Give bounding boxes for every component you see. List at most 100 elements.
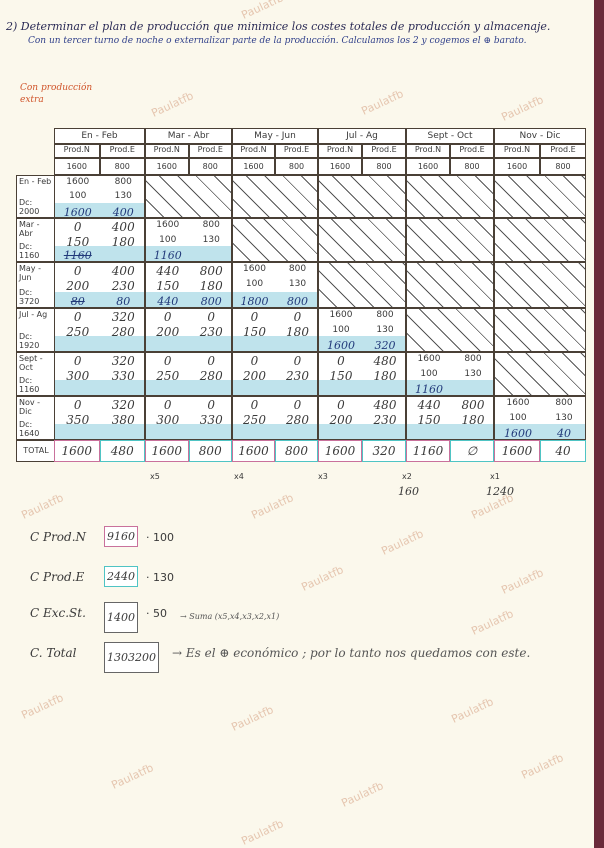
multiplier: x1 bbox=[490, 472, 500, 481]
cell-value-e: 320 bbox=[374, 339, 396, 353]
cell-value-n: 100 bbox=[332, 324, 350, 335]
table-cell: 1600 100 1600 800 130 400 bbox=[54, 175, 145, 219]
cell-value-e: 800 bbox=[202, 220, 220, 230]
cell-value-n: 100 bbox=[159, 234, 177, 245]
cell-value-n: 150 bbox=[417, 412, 441, 427]
row-demand: Dc: 1640 bbox=[19, 420, 40, 438]
cell-value-n: 0 bbox=[337, 354, 345, 368]
result-band bbox=[55, 424, 144, 439]
row-period: En - Feb bbox=[19, 177, 52, 186]
prod-e-header: Prod.E bbox=[450, 144, 494, 158]
table-cell: 0 200 0 230 bbox=[145, 308, 232, 352]
result-band bbox=[146, 336, 231, 351]
cell-value-e: 280 bbox=[111, 324, 135, 339]
cell-value-e: 280 bbox=[199, 368, 223, 383]
cell-value-n: 1800 bbox=[240, 294, 269, 308]
capacity-n: 1600 bbox=[54, 158, 100, 175]
cost-value-box: 1400 bbox=[104, 602, 138, 633]
capacity-e: 800 bbox=[188, 158, 232, 175]
cell-value-e: 280 bbox=[286, 412, 309, 427]
cell-value-n: 1600 bbox=[63, 205, 92, 219]
multiplier: x2 bbox=[402, 472, 412, 481]
result-band bbox=[55, 336, 144, 351]
column-period-header: En - Feb bbox=[54, 128, 145, 144]
cell-value-e: 40 bbox=[557, 427, 571, 441]
cell-value-n: 100 bbox=[509, 412, 527, 423]
cost-factor: · 100 bbox=[146, 531, 174, 544]
table-cell: 0 300 0 330 bbox=[145, 396, 232, 440]
table-cell: 440 150 800 180 bbox=[406, 396, 494, 440]
cell-value-n: 100 bbox=[245, 279, 264, 290]
row-label: May - Jun Dc: 3720 bbox=[16, 262, 56, 308]
total-n: 1600 bbox=[318, 440, 362, 462]
table-cell: 0 300 320 330 bbox=[54, 352, 145, 396]
cell-value-e: 400 bbox=[111, 264, 135, 278]
cell-value-e: 130 bbox=[202, 234, 220, 245]
cost-value-box: 2440 bbox=[104, 566, 138, 587]
cell-value-n: 1160 bbox=[415, 383, 443, 397]
total-e: 320 bbox=[362, 440, 406, 462]
result-band bbox=[233, 291, 317, 307]
cell-value-e: 320 bbox=[111, 354, 135, 368]
total-e: 40 bbox=[540, 440, 586, 462]
hatched-cell bbox=[494, 218, 586, 262]
cell-value-n: 0 bbox=[163, 398, 172, 412]
table-cell: 0 150 0 180 bbox=[232, 308, 318, 352]
capacity-e: 800 bbox=[362, 158, 406, 175]
prod-n-header: Prod.N bbox=[145, 144, 189, 158]
total-n: 1600 bbox=[494, 440, 540, 462]
cell-value-n: 440 bbox=[156, 264, 180, 278]
cell-value-n: 1600 bbox=[327, 339, 355, 353]
total-e: 800 bbox=[275, 440, 318, 462]
cell-value-e: 0 bbox=[293, 354, 302, 368]
capacity-n: 1600 bbox=[145, 158, 189, 175]
watermark: Paulatfb bbox=[379, 527, 426, 558]
total-e: ∅ bbox=[450, 440, 494, 462]
column-period-header: May - Jun bbox=[232, 128, 318, 144]
watermark: Paulatfb bbox=[359, 87, 406, 118]
cell-value-n: 250 bbox=[243, 412, 266, 427]
cell-value-n: 0 bbox=[73, 398, 82, 412]
multiplier-value: 160 bbox=[398, 485, 419, 498]
hatched-cell bbox=[318, 218, 406, 262]
cell-value-e: 0 bbox=[293, 310, 302, 324]
column-period-header: Mar - Abr bbox=[145, 128, 232, 144]
total-n: 1160 bbox=[406, 440, 450, 462]
cell-value-e: 400 bbox=[111, 220, 135, 234]
cell-value-n: 1600 bbox=[504, 427, 532, 441]
cell-value-n: 150 bbox=[243, 324, 266, 339]
cell-value-n: 350 bbox=[66, 412, 90, 427]
result-band bbox=[495, 424, 585, 439]
table-cell: 0 350 320 380 bbox=[54, 396, 145, 440]
table-cell: 0 250 320 280 bbox=[54, 308, 145, 352]
row-period: Nov - Dic bbox=[19, 398, 41, 416]
watermark: Paulatfb bbox=[299, 563, 346, 594]
cell-value-n: 0 bbox=[250, 310, 259, 324]
result-band bbox=[55, 202, 144, 217]
cell-value-n: 1600 bbox=[156, 220, 180, 230]
cell-value-n: 0 bbox=[163, 310, 172, 324]
result-band bbox=[319, 424, 405, 439]
hatched-cell bbox=[406, 175, 494, 218]
capacity-e: 800 bbox=[99, 158, 145, 175]
cell-value-e: 230 bbox=[111, 279, 135, 294]
cell-value-e: 0 bbox=[207, 310, 216, 324]
result-band bbox=[146, 291, 231, 307]
cell-value-n: 300 bbox=[156, 412, 180, 427]
watermark: Paulatfb bbox=[499, 566, 546, 597]
cell-value-e: 0 bbox=[207, 398, 216, 412]
row-label: En - Feb Dc: 2000 bbox=[16, 175, 56, 218]
cell-value-n: 0 bbox=[73, 220, 82, 234]
prod-n-header: Prod.N bbox=[406, 144, 450, 158]
cell-value-e: 800 bbox=[555, 398, 573, 408]
watermark: Paulatfb bbox=[239, 0, 286, 22]
cell-value-n: 440 bbox=[417, 398, 441, 412]
row-label: Sept - Oct Dc: 1160 bbox=[16, 352, 56, 396]
cell-value-n: 150 bbox=[156, 279, 180, 294]
hatched-cell bbox=[318, 262, 406, 308]
result-band bbox=[233, 424, 317, 439]
note: Con producción extra bbox=[20, 83, 93, 105]
cost-factor: · 130 bbox=[146, 571, 174, 584]
cell-value-e: 130 bbox=[288, 279, 307, 290]
table-cell: 0 200 480 230 bbox=[318, 396, 406, 440]
